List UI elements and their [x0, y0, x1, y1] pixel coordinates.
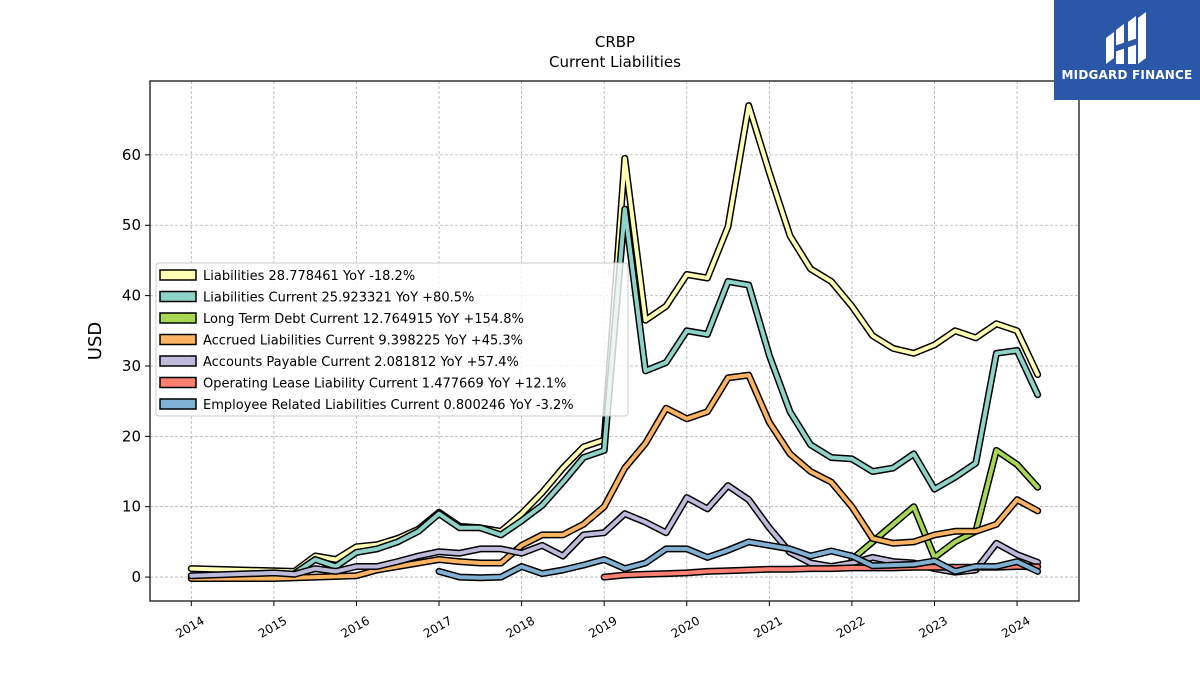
series-line-1: [292, 207, 1040, 576]
y-tick-label: 40: [122, 287, 141, 305]
legend-label: Long Term Debt Current 12.764915 YoY +15…: [203, 312, 524, 327]
legend-swatch: [159, 312, 197, 324]
legend-swatch: [159, 269, 197, 281]
brand-name: MIDGARD FINANCE: [1061, 68, 1193, 82]
x-tick-label: 2023: [917, 613, 950, 640]
x-tick-label: 2020: [669, 613, 702, 640]
series-line-6: [437, 539, 1040, 580]
legend-swatch: [159, 376, 197, 389]
y-tick-label: 0: [131, 568, 141, 586]
x-tick-label: 2016: [338, 613, 371, 640]
legend-label: Accounts Payable Current 2.081812 YoY +5…: [203, 355, 519, 370]
y-axis-label: USD: [85, 322, 106, 360]
legend-label: Liabilities 28.778461 YoY -18.2%: [203, 269, 415, 284]
legend-label: Operating Lease Liability Current 1.4776…: [203, 377, 566, 392]
y-tick-label: 50: [122, 216, 141, 234]
y-tick-label: 30: [122, 357, 141, 375]
legend-swatch: [159, 333, 197, 346]
legend: Liabilities 28.778461 YoY -18.2% Liabilit…: [155, 262, 629, 417]
x-tick-label: 2021: [751, 613, 784, 640]
series-line-3: [189, 373, 1040, 581]
legend-swatch: [159, 355, 197, 367]
brand-mark-icon: [1106, 12, 1146, 64]
series-layer: [187, 102, 1042, 582]
x-tick-label: 2019: [586, 613, 619, 640]
y-tick-label: 60: [122, 146, 141, 164]
x-tick-label: 2024: [999, 613, 1032, 640]
x-tick-label: 2015: [256, 613, 289, 640]
legend-label: Employee Related Liabilities Current 0.8…: [203, 398, 574, 413]
y-tick-label: 20: [122, 427, 141, 445]
y-tick-label: 10: [122, 498, 141, 516]
legend-box: [155, 262, 629, 417]
brand-logo: MIDGARD FINANCE: [1054, 0, 1200, 100]
x-tick-label: 2017: [421, 613, 454, 640]
legend-swatch: [159, 398, 197, 410]
x-tick-label: 2018: [504, 613, 537, 640]
legend-swatch: [159, 290, 197, 303]
x-tick-label: 2014: [173, 613, 206, 640]
series-line-2: [849, 448, 1040, 562]
chart-subtitle: Current Liabilities: [549, 53, 681, 71]
legend-label: Accrued Liabilities Current 9.398225 YoY…: [203, 334, 523, 349]
legend-label: Liabilities Current 25.923321 YoY +80.5%: [203, 291, 474, 306]
chart-title: CRBP: [595, 33, 635, 51]
x-tick-label: 2022: [834, 613, 867, 640]
plot-frame: [149, 80, 1080, 602]
